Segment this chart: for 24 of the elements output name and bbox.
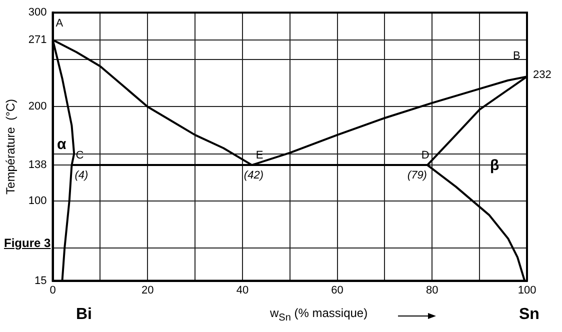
x-tick-label: 0 xyxy=(50,284,56,296)
annotation: (42) xyxy=(244,170,264,182)
y-tick-label: 100 xyxy=(28,194,47,207)
annotation: B xyxy=(513,50,520,62)
x-tick-label: 80 xyxy=(426,284,438,296)
y-axis-title: Température (°C) xyxy=(4,98,18,194)
x-tick-label: 40 xyxy=(236,284,249,296)
y-tick-label: 200 xyxy=(28,100,47,113)
text: Bi xyxy=(76,306,92,324)
x-tick-label: 60 xyxy=(331,284,344,296)
annotation: (79) xyxy=(407,170,428,182)
text: Sn xyxy=(519,306,540,324)
x-tick-label: 20 xyxy=(141,284,154,296)
y-tick-label: 300 xyxy=(28,6,47,19)
y-tick-label: 271 xyxy=(28,34,47,46)
annotation: α xyxy=(57,136,66,153)
x-tick-label: 100 xyxy=(518,284,536,296)
caption: Figure 3 xyxy=(4,236,51,250)
y-tick-label: 138 xyxy=(28,159,47,172)
y-tick-label: 15 xyxy=(34,274,47,287)
annotation: A xyxy=(56,17,64,30)
annotation: 232 xyxy=(533,69,552,82)
x-axis-title: w$_{Sn}$ (% massique) xyxy=(270,306,368,324)
annotation: (4) xyxy=(74,170,89,182)
